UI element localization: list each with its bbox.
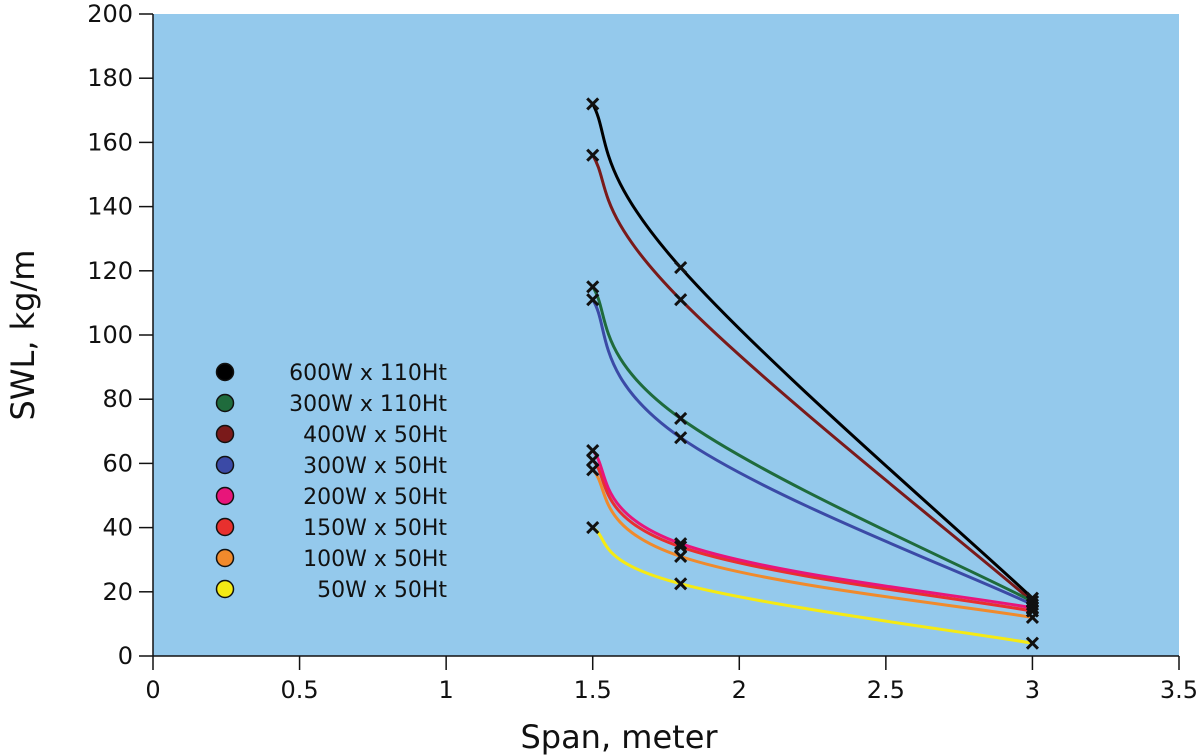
legend-swatch: [215, 579, 235, 599]
y-tick-label: 80: [102, 385, 133, 413]
legend-swatch: [215, 393, 235, 413]
x-marker-stroke: [586, 453, 600, 467]
legend-label: 100W x 50Ht: [303, 547, 447, 572]
data-point-marker: [586, 521, 600, 535]
data-point-marker: [674, 537, 688, 551]
legend-label: 600W x 110Ht: [289, 361, 447, 386]
series-line: [591, 298, 1034, 606]
data-point-marker: [586, 280, 600, 294]
x-marker-stroke: [586, 463, 600, 477]
x-marker-stroke: [1025, 594, 1039, 608]
x-marker-stroke: [1025, 636, 1039, 650]
x-tick-label: 0.5: [280, 676, 318, 704]
x-marker-stroke: [1025, 591, 1039, 605]
y-tick-label: 40: [102, 514, 133, 542]
legend-swatch: [215, 362, 235, 382]
legend-swatch: [215, 455, 235, 475]
data-point-marker: [586, 463, 600, 477]
x-tick-label: 1.5: [574, 676, 612, 704]
data-point-marker: [586, 148, 600, 162]
x-tick-label: 3.5: [1160, 676, 1197, 704]
y-axis-title: SWL, kg/m: [4, 250, 42, 421]
x-marker-stroke: [674, 261, 688, 275]
legend-swatch: [215, 424, 235, 444]
series-line: [591, 468, 1033, 619]
x-marker-stroke: [586, 97, 600, 111]
series-line: [591, 449, 1033, 610]
x-marker-stroke: [674, 431, 688, 445]
data-point-marker: [586, 443, 600, 458]
x-tick-label: 1: [439, 676, 454, 704]
legend-label: 400W x 50Ht: [303, 423, 447, 448]
y-tick-label: 60: [102, 449, 133, 477]
data-point-marker: [674, 549, 688, 564]
x-marker-stroke: [586, 443, 600, 458]
legend-label: 300W x 110Ht: [289, 392, 447, 417]
series-line: [591, 103, 1034, 600]
x-marker-stroke: [674, 411, 688, 426]
legend-label: 300W x 50Ht: [303, 454, 447, 479]
y-tick-label: 120: [87, 257, 133, 285]
legend-swatch: [215, 548, 235, 568]
x-marker-stroke: [674, 537, 688, 551]
y-tick-label: 100: [87, 321, 133, 349]
legend-swatch: [215, 517, 235, 537]
legend-label: 150W x 50Ht: [303, 516, 447, 541]
x-tick-label: 3: [1025, 676, 1040, 704]
data-point-marker: [674, 577, 688, 591]
data-point-marker: [1025, 591, 1039, 605]
x-marker-stroke: [674, 540, 688, 554]
x-marker-stroke: [586, 293, 600, 307]
series-layer: [586, 97, 1039, 650]
y-tick-label: 180: [87, 64, 133, 92]
x-marker-stroke: [674, 549, 688, 564]
series-line: [591, 459, 1033, 613]
data-point-marker: [674, 293, 688, 307]
y-tick-label: 0: [118, 642, 133, 670]
data-point-marker: [674, 411, 688, 426]
data-point-marker: [1025, 594, 1039, 608]
y-tick-label: 20: [102, 578, 133, 606]
y-tick-label: 200: [87, 0, 133, 28]
series-line: [591, 286, 1034, 603]
legend-label: 50W x 50Ht: [317, 578, 447, 603]
legend-label: 200W x 50Ht: [303, 485, 447, 510]
y-tick-label: 160: [87, 128, 133, 156]
x-tick-label: 0: [145, 676, 160, 704]
series-line: [591, 154, 1034, 603]
axes: 0 20 40 60 80 100 120 140 160 180 200 0 0.5 1 1.5 2 2.5 3…: [87, 0, 1197, 704]
data-point-marker: [674, 261, 688, 275]
data-point-marker: [586, 293, 600, 307]
legend-swatch: [215, 486, 235, 506]
legend: 600W x 110Ht 300W x 110Ht 400W x 50Ht 300W …: [215, 361, 447, 603]
data-point-marker: [674, 431, 688, 445]
x-marker-stroke: [674, 293, 688, 307]
x-marker-stroke: [674, 577, 688, 591]
plot-background: [153, 14, 1179, 656]
x-axis-title: Span, meter: [520, 718, 718, 756]
data-point-marker: [586, 97, 600, 111]
data-point-marker: [1025, 636, 1039, 650]
x-tick-label: 2: [732, 676, 747, 704]
x-marker-stroke: [586, 521, 600, 535]
x-marker-stroke: [586, 280, 600, 294]
x-tick-label: 2.5: [867, 676, 905, 704]
data-point-marker: [674, 540, 688, 554]
x-marker-stroke: [586, 148, 600, 162]
data-point-marker: [586, 453, 600, 467]
series-line: [591, 526, 1033, 645]
y-tick-label: 140: [87, 193, 133, 221]
